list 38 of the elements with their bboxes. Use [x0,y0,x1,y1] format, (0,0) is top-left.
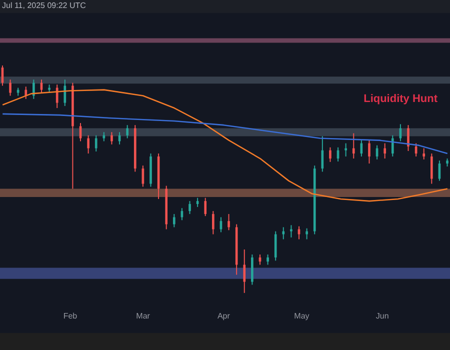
candlestick [352,132,355,160]
candlestick [266,254,269,266]
candlestick [56,84,58,109]
candlestick [110,132,113,145]
x-tick-label: Jun [376,312,389,321]
candlestick [24,86,28,100]
annotation: Liquidity Hunt [364,93,438,106]
candlestick [64,79,66,106]
candlestick [9,79,12,96]
candlestick [344,142,347,157]
candlestick [290,224,292,238]
candlestick [243,249,246,294]
candlestick [228,214,230,231]
candlestick [204,197,207,217]
candlestick [126,124,128,139]
candlestick [407,124,410,152]
candlestick [212,210,214,235]
candlestick [87,134,90,154]
candlestick [94,134,98,152]
x-tick-label: Apr [217,312,230,321]
candlestick [422,148,426,160]
candlestick [282,226,285,240]
candlestick [430,153,433,184]
candlestick [391,134,394,157]
candlestick [384,142,386,160]
candlestick [321,136,324,172]
x-tick-label: Feb [63,312,78,321]
x-tick-label: May [294,312,310,321]
candlestick [172,214,176,228]
candlestick [306,228,308,240]
text: Jul 11, 2025 09:22 UTC [2,1,86,10]
candlestick [102,132,106,142]
candlestick [274,230,277,262]
candlestick [188,200,191,215]
x-tick-label: Mar [136,312,150,321]
candlestick [329,146,332,162]
candlestick [368,140,370,164]
candlestick [32,79,35,100]
